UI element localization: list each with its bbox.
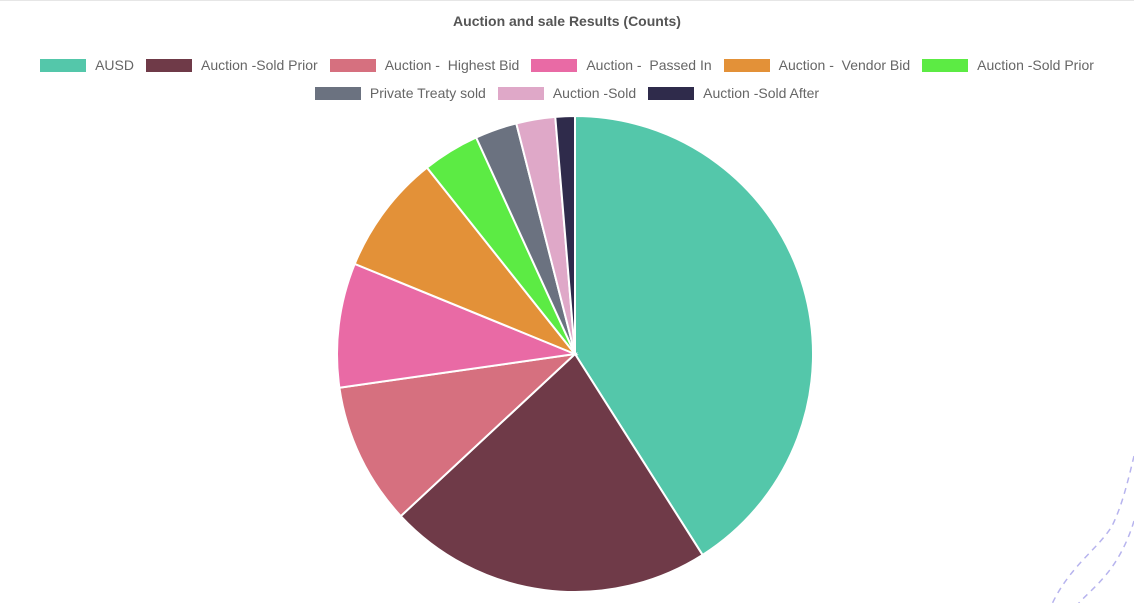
legend-swatch bbox=[922, 58, 969, 72]
corner-decoration bbox=[1051, 455, 1134, 603]
legend-item-auction-sold-prior-2[interactable]: Auction -Sold Prior bbox=[922, 57, 1094, 73]
legend-label: Auction - Vendor Bid bbox=[778, 57, 911, 73]
legend-swatch bbox=[329, 58, 376, 72]
decorative-curve bbox=[1051, 455, 1134, 603]
pie-slice-4[interactable] bbox=[353, 166, 579, 357]
pie-slices bbox=[336, 114, 814, 593]
legend-item-private-treaty-sold[interactable]: Private Treaty sold bbox=[314, 85, 486, 101]
legend-label: Auction -Sold Prior bbox=[977, 57, 1094, 73]
chart-legend: AUSD Auction -Sold Prior Auction - Highe… bbox=[0, 54, 1134, 110]
legend-item-auction-highest-bid[interactable]: Auction - Highest Bid bbox=[329, 57, 520, 73]
legend-swatch bbox=[314, 86, 361, 100]
legend-item-auction-sold[interactable]: Auction -Sold bbox=[497, 85, 637, 101]
legend-swatch bbox=[723, 58, 770, 72]
legend-item-ausd[interactable]: AUSD bbox=[40, 57, 134, 73]
decorative-curve bbox=[1077, 520, 1134, 603]
legend-item-auction-passed-in[interactable]: Auction - Passed In bbox=[531, 57, 712, 73]
legend-swatch bbox=[531, 58, 578, 72]
pie-slice-3[interactable] bbox=[336, 262, 579, 389]
legend-label: Auction -Sold bbox=[552, 85, 637, 101]
legend-label: Auction - Highest Bid bbox=[384, 57, 520, 73]
legend-swatch bbox=[146, 58, 192, 72]
legend-label: Auction -Sold Prior bbox=[201, 57, 318, 73]
legend-swatch bbox=[497, 86, 544, 100]
legend-swatch bbox=[40, 58, 87, 72]
pie-slice-1[interactable] bbox=[399, 352, 704, 593]
pie-slice-2[interactable] bbox=[338, 352, 579, 518]
legend-label: Private Treaty sold bbox=[369, 85, 486, 101]
chart-title: Auction and sale Results (Counts) bbox=[453, 13, 681, 29]
legend-item-auction-vendor-bid[interactable]: Auction - Vendor Bid bbox=[723, 57, 911, 73]
legend-swatch bbox=[648, 86, 695, 100]
legend-row-1: AUSD Auction -Sold Prior Auction - Highe… bbox=[0, 54, 1134, 76]
legend-item-auction-sold-prior[interactable]: Auction -Sold Prior bbox=[146, 57, 318, 73]
pie-slice-8[interactable] bbox=[554, 114, 576, 355]
legend-row-2: Private Treaty sold Auction -Sold Auctio… bbox=[0, 82, 1134, 104]
legend-label: AUSD bbox=[95, 57, 134, 73]
legend-label: Auction -Sold After bbox=[703, 85, 820, 101]
legend-item-auction-sold-after[interactable]: Auction -Sold After bbox=[648, 85, 819, 101]
legend-label: Auction - Passed In bbox=[586, 57, 712, 73]
pie-slice-0[interactable] bbox=[574, 114, 814, 557]
